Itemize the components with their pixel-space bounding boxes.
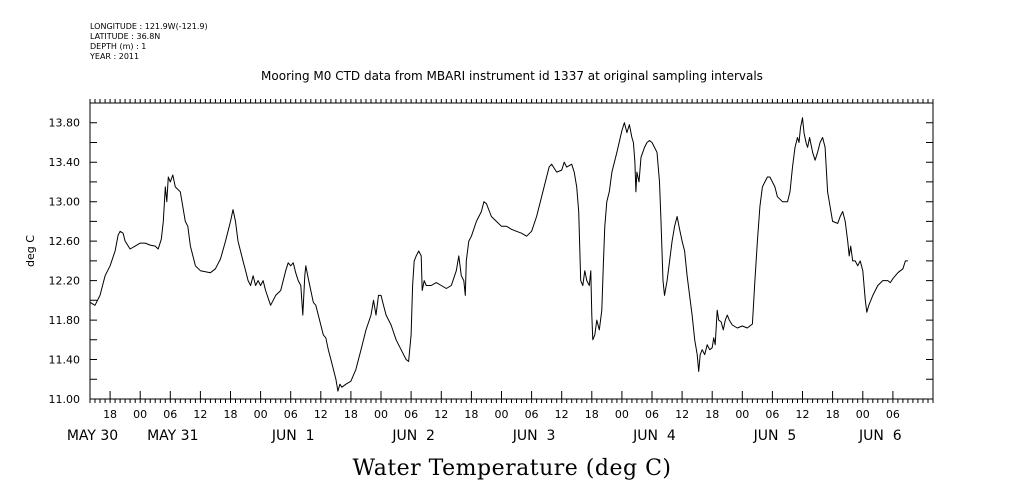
y-tick-label: 12.20: [49, 275, 81, 288]
x-tick-label: 18: [585, 408, 599, 421]
x-tick-label: 12: [314, 408, 328, 421]
x-tick-label: 00: [856, 408, 870, 421]
y-tick-label: 13.40: [49, 156, 81, 169]
x-tick-label: 12: [675, 408, 689, 421]
minor-ticks: [89, 99, 934, 403]
x-tick-label: 18: [705, 408, 719, 421]
plot-frame: [89, 102, 934, 400]
y-tick-label: 11.40: [49, 354, 81, 367]
series-layer: [89, 117, 908, 392]
x-tick-label: 06: [163, 408, 177, 421]
date-label: MAY 31: [147, 428, 198, 444]
y-axis-label: deg C: [24, 235, 37, 267]
date-label: MAY 30: [67, 428, 118, 444]
y-tick-label: 11.80: [49, 314, 81, 327]
x-tick-label: 06: [284, 408, 298, 421]
x-tick-label: 00: [133, 408, 147, 421]
x-axis: 18 00 06 12 18 00 06 12 18 00 06 12 18 00 06 12 18 00 06 12…: [103, 391, 900, 421]
date-label: JUN 6: [858, 428, 902, 444]
date-axis: MAY 30 MAY 31 JUN 1 JUN 2 JUN 3 JUN 4 JUN 5 JUN…: [67, 428, 902, 444]
x-tick-label: 12: [555, 408, 569, 421]
x-tick-label: 06: [645, 408, 659, 421]
x-tick-label: 06: [525, 408, 539, 421]
x-tick-label: 18: [224, 408, 238, 421]
y-tick-label: 12.60: [49, 235, 81, 248]
y-tick-marks: [90, 102, 933, 400]
y-tick-label: 11.00: [49, 393, 81, 406]
y-tick-label: 13.00: [49, 196, 81, 209]
x-tick-label: 18: [464, 408, 478, 421]
x-tick-label: 18: [826, 408, 840, 421]
latitude-text: LATITUDE : 36.8N: [90, 32, 161, 41]
x-tick-label: 06: [404, 408, 418, 421]
y-axis: 11.00 11.40 11.80 12.20 12.60 13.00 13.40 13.80: [49, 102, 933, 406]
depth-text: DEPTH (m) : 1: [90, 42, 147, 51]
x-tick-label: 00: [494, 408, 508, 421]
x-tick-label: 12: [193, 408, 207, 421]
x-tick-label: 06: [765, 408, 779, 421]
x-tick-label: 00: [735, 408, 749, 421]
x-tick-label: 06: [886, 408, 900, 421]
x-tick-marks: [109, 391, 894, 399]
chart-title: Mooring M0 CTD data from MBARI instrumen…: [261, 69, 763, 83]
year-text: YEAR : 2011: [90, 52, 140, 61]
date-label: JUN 1: [271, 428, 315, 444]
y-tick-label: 13.80: [49, 117, 81, 130]
date-label: JUN 2: [391, 428, 435, 444]
x-axis-label: Water Temperature (deg C): [353, 456, 672, 481]
x-tick-label: 00: [254, 408, 268, 421]
longitude-text: LONGITUDE : 121.9W(-121.9): [90, 22, 208, 31]
x-tick-label: 00: [374, 408, 388, 421]
temperature-series-line: [89, 117, 908, 392]
x-tick-label: 18: [103, 408, 117, 421]
x-tick-label: 18: [344, 408, 358, 421]
date-label: JUN 3: [512, 428, 556, 444]
x-tick-label: 12: [434, 408, 448, 421]
x-tick-label: 12: [796, 408, 810, 421]
header-info-block: LONGITUDE : 121.9W(-121.9) LATITUDE : 36…: [90, 22, 208, 62]
minor-tick-marks: [89, 99, 934, 403]
date-label: JUN 4: [632, 428, 676, 444]
date-label: JUN 5: [753, 428, 797, 444]
x-tick-label: 00: [615, 408, 629, 421]
